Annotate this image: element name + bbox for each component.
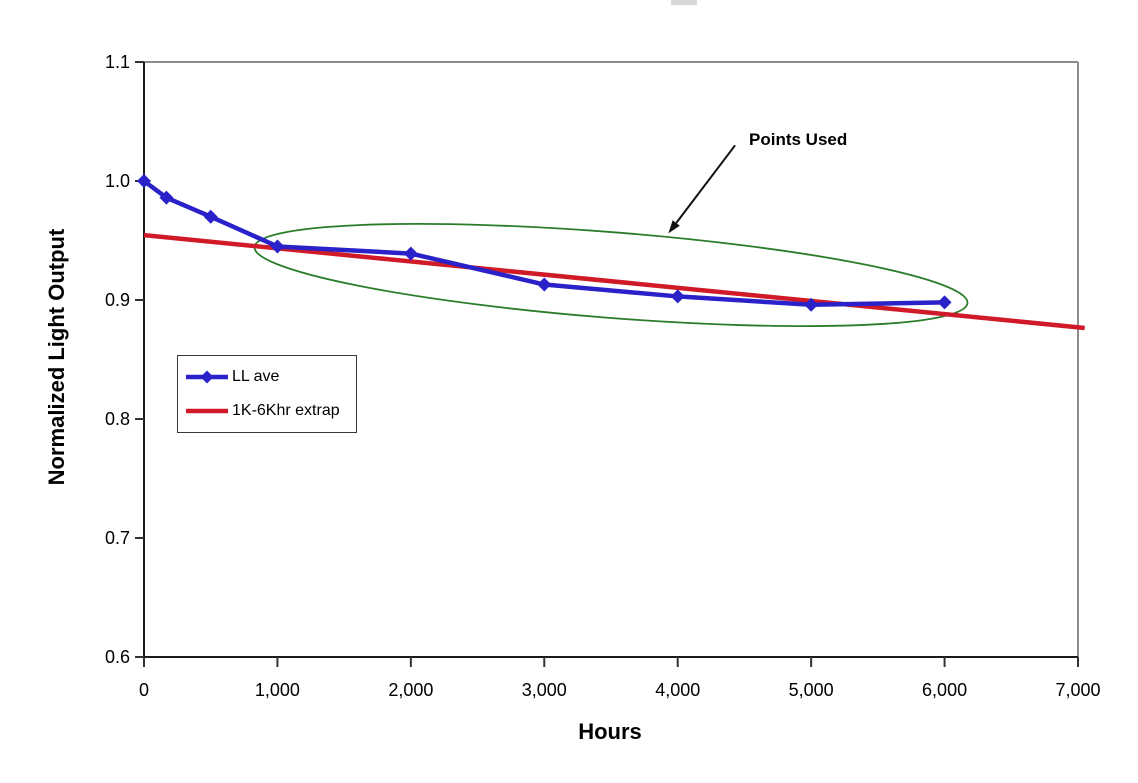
points-used-annotation-label: Points Used xyxy=(749,130,848,149)
x-tick-label: 3,000 xyxy=(522,680,567,700)
data-point-diamond xyxy=(804,297,819,312)
y-tick-label: 1.1 xyxy=(105,52,130,72)
data-point-diamond xyxy=(670,289,685,304)
x-tick-label: 2,000 xyxy=(388,680,433,700)
x-tick-label: 5,000 xyxy=(789,680,834,700)
annotation-arrowhead xyxy=(668,220,680,234)
y-tick-label: 0.8 xyxy=(105,409,130,429)
legend-label: 1K-6Khr extrap xyxy=(232,402,340,419)
y-tick-label: 0.9 xyxy=(105,290,130,310)
cropped-title-artifact xyxy=(671,0,697,5)
data-point-diamond xyxy=(937,295,952,310)
x-axis-title: Hours xyxy=(578,719,642,744)
legend-line-diamond-sample xyxy=(186,370,228,384)
legend-label: LL ave xyxy=(232,368,280,385)
data-point-diamond xyxy=(137,174,151,188)
x-tick-label: 0 xyxy=(139,680,149,700)
x-tick-label: 7,000 xyxy=(1055,680,1100,700)
legend: LL ave 1K-6Khr extrap xyxy=(177,355,357,433)
y-tick-label: 1.0 xyxy=(105,171,130,191)
data-point-diamond xyxy=(403,246,418,261)
y-axis-title: Normalized Light Output xyxy=(44,228,69,486)
y-tick-label: 0.7 xyxy=(105,528,130,548)
x-tick-label: 6,000 xyxy=(922,680,967,700)
legend-line-sample xyxy=(186,408,228,414)
data-point-diamond xyxy=(270,239,285,254)
annotation-arrow-line xyxy=(675,144,736,224)
x-tick-label: 4,000 xyxy=(655,680,700,700)
legend-entry-ll-ave: LL ave xyxy=(184,369,350,385)
x-tick-label: 1,000 xyxy=(255,680,300,700)
data-point-diamond xyxy=(537,277,552,292)
y-tick-label: 0.6 xyxy=(105,647,130,667)
series-extrap-line xyxy=(143,232,1085,331)
data-point-diamond xyxy=(203,209,218,224)
data-point-diamond xyxy=(159,190,174,205)
legend-entry-extrap: 1K-6Khr extrap xyxy=(184,403,350,419)
points-used-ellipse xyxy=(253,223,969,328)
